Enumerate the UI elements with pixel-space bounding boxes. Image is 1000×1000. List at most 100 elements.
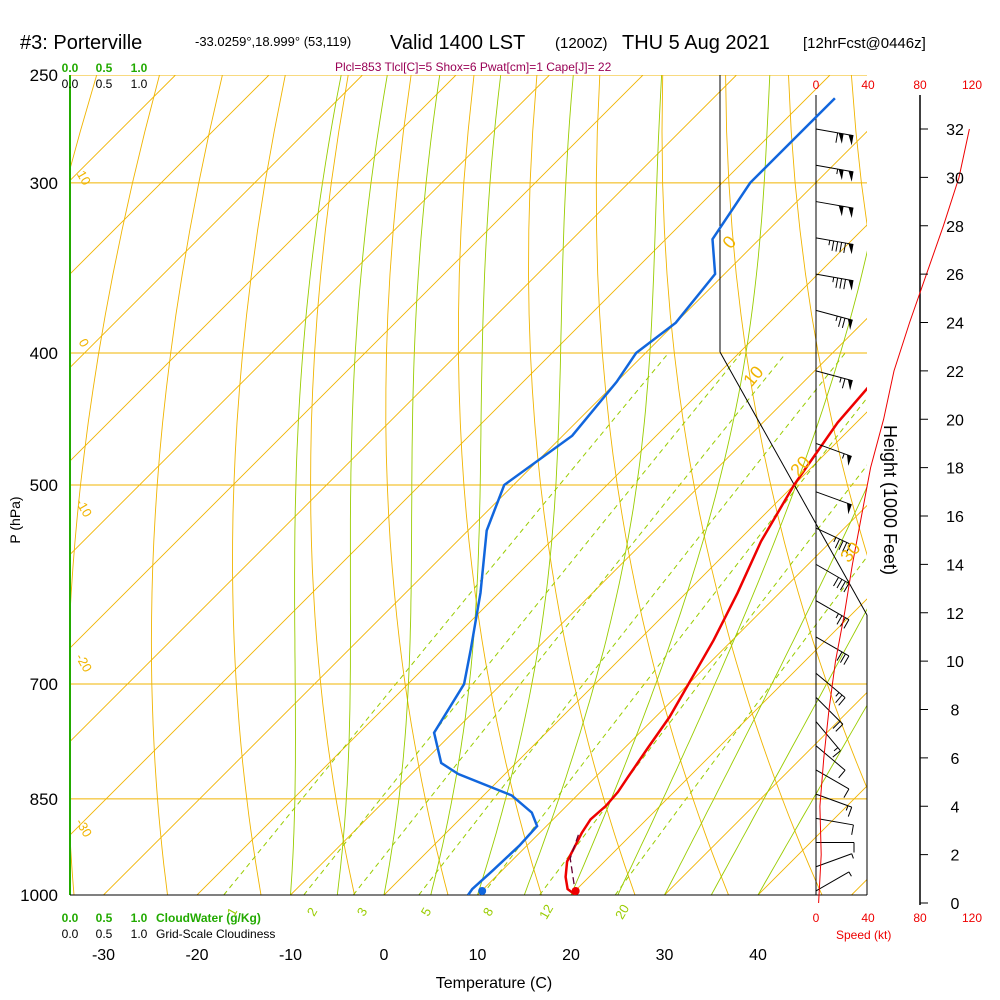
speed-axis-label: Speed (kt) [836, 928, 891, 942]
moist-adiabat-line [523, 75, 663, 895]
dry-adiabat-line [914, 75, 1000, 895]
wind-barb-flag [842, 542, 848, 552]
cloudiness-label: Grid-Scale Cloudiness [156, 927, 275, 941]
height-tick-label: 10 [946, 654, 964, 671]
wind-barb [815, 527, 851, 554]
speed-tick-label: 80 [913, 911, 927, 925]
wind-barb [815, 309, 853, 330]
mixing-ratio-label: 2 [304, 905, 321, 919]
moist-adiabat-line [617, 250, 867, 895]
wind-barb-half-flag [833, 747, 839, 752]
wind-barb-staff [815, 697, 844, 725]
wind-barb-half-flag [835, 692, 840, 697]
wind-barb-staff [815, 370, 853, 382]
wind-barb-flag [843, 242, 847, 253]
wind-barb-staff [815, 721, 841, 752]
wind-barb-staff [815, 817, 854, 826]
cloudiness-tick-top: 1.0 [131, 77, 148, 91]
wind-barb-flag [843, 619, 850, 629]
mixing-ratio-line [418, 352, 846, 895]
dry-adiabat-label: -20 [73, 651, 95, 675]
wind-barb [815, 128, 854, 146]
wind-barb-pennant [848, 171, 854, 182]
cloud-water-tick-top: 0.5 [96, 61, 113, 75]
mixing-ratio-label: 20 [612, 902, 632, 922]
moist-adiabat-line [570, 75, 771, 895]
wind-barb [815, 563, 850, 593]
wind-barb-half-flag [833, 537, 837, 543]
cloudiness-tick-bottom: 1.0 [131, 927, 148, 941]
wind-barb-pennant [847, 379, 853, 391]
dry-adiabat-line [661, 75, 823, 895]
station-title: #3: Porterville [20, 32, 142, 54]
wind-barb-staff [815, 491, 852, 506]
moist-adiabat-line [477, 75, 574, 895]
wind-barb-flag [841, 318, 846, 328]
height-tick-label: 20 [946, 412, 964, 429]
wind-barb-flag [836, 579, 843, 589]
wind-barb-flag [851, 824, 854, 835]
temperature-tick-label: -30 [92, 947, 115, 964]
wind-barb-pennant [838, 205, 844, 217]
wind-barb-staff [815, 636, 850, 657]
dry-adiabat-label: -30 [73, 816, 95, 840]
wind-barb-flag [843, 788, 850, 798]
wind-barb-staff [815, 672, 846, 699]
indices-line: Plcl=853 Tlcl[C]=5 Shox=6 Pwat[cm]=1 Cap… [335, 60, 612, 74]
moist-adiabat-label: 20 [786, 452, 814, 480]
forecast-run: [12hrFcst@0446z] [803, 35, 926, 52]
wind-barb-half-flag [842, 453, 845, 459]
zulu-time: (1200Z) [555, 35, 608, 52]
dry-adiabat-label: -10 [73, 496, 95, 520]
cloud-water-tick-top: 1.0 [131, 61, 148, 75]
parcel-trace [569, 832, 580, 895]
temperature-tick-label: 20 [562, 947, 580, 964]
temperature-tick-label: -10 [279, 947, 302, 964]
wind-barb [815, 853, 854, 868]
moist-adiabat-line [290, 75, 342, 895]
wind-barb-flag [835, 723, 844, 732]
dry-adiabat-line [850, 75, 867, 228]
wind-barb-half-flag [851, 853, 854, 859]
height-tick-label: 14 [946, 557, 964, 574]
moist-adiabat-line [710, 608, 867, 895]
pressure-tick-label: 400 [30, 344, 58, 363]
height-tick-label: 32 [946, 122, 964, 139]
plot-frame [69, 75, 921, 905]
wind-barb [816, 842, 855, 853]
pressure-tick-label: 500 [30, 476, 58, 495]
cloudiness-tick-top: 0.0 [62, 77, 79, 91]
height-tick-label: 22 [946, 364, 964, 381]
wind-barb-pennant [838, 169, 844, 180]
wind-barb [815, 672, 846, 706]
isotherm-line [570, 598, 867, 895]
cloud-water-tick-bottom: 1.0 [131, 911, 148, 925]
wind-barb-flag [839, 242, 843, 253]
temperature-tick-label: 40 [749, 947, 767, 964]
wind-barb-staff [815, 273, 854, 282]
wind-barb-flag [835, 132, 839, 143]
wind-barb-half-flag [845, 805, 849, 811]
dry-adiabat-line [310, 75, 355, 895]
dry-adiabat-line [528, 75, 636, 895]
temperature-tick-label: 30 [656, 947, 674, 964]
pressure-tick-label: 250 [30, 66, 58, 85]
wind-barb-flag [835, 277, 839, 288]
moist-adiabat-line [664, 485, 867, 895]
temperature-tick-label: 0 [380, 947, 389, 964]
mixing-ratio-label: 12 [536, 902, 556, 922]
pressure-axis-label: P (hPa) [7, 496, 23, 543]
mixing-ratio-line [223, 352, 669, 895]
height-tick-label: 6 [951, 751, 960, 768]
wind-barb-half-flag [828, 240, 831, 246]
dry-adiabat-line [70, 75, 160, 895]
cloud-water-tick-bottom: 0.0 [62, 911, 79, 925]
wind-barb [815, 697, 844, 732]
wind-barb-pennant [848, 279, 854, 291]
wind-barb-flag [840, 653, 846, 663]
wind-barb [815, 745, 846, 779]
dry-adiabat-line [457, 75, 542, 895]
height-tick-label: 26 [946, 267, 964, 284]
speed-tick-label: 0 [813, 78, 820, 92]
wind-barb-half-flag [835, 613, 839, 619]
